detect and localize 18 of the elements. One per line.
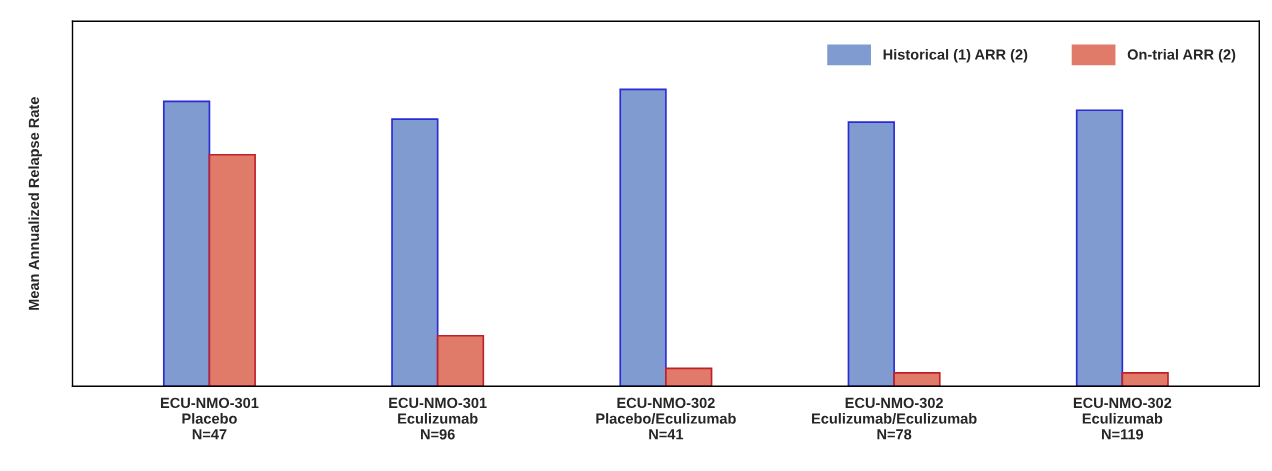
bar — [436, 334, 485, 387]
bar — [391, 118, 439, 387]
legend-label: On-trial ARR (2) — [1127, 48, 1236, 63]
bar — [665, 367, 713, 387]
bar — [162, 100, 211, 387]
bar — [893, 372, 941, 387]
x-tick-label: ECU-NMO-302 Eculizumab N=119 — [1073, 397, 1172, 440]
x-tick-label: ECU-NMO-301 Eculizumab N=96 — [389, 397, 487, 440]
y-axis-title: Mean Annualized Relapse Rate — [28, 97, 42, 310]
x-tick-label: ECU-NMO-301 Placebo N=47 — [160, 397, 259, 440]
bar — [847, 121, 895, 387]
legend-label: Historical (1) ARR (2) — [883, 48, 1028, 63]
x-tick-label: ECU-NMO-302 Eculizumab/Eculizumab N=78 — [812, 397, 977, 440]
x-tick-label: ECU-NMO-302 Placebo/Eculizumab N=41 — [596, 397, 736, 440]
bar — [208, 153, 256, 387]
bar — [1121, 372, 1169, 387]
bar — [619, 88, 667, 387]
bar — [1075, 109, 1124, 387]
